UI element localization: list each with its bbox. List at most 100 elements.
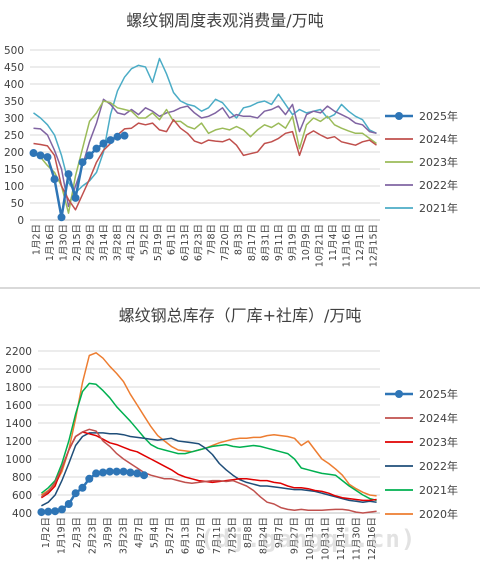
x-tick-label: 8月8日 xyxy=(243,517,254,548)
legend-label: 2025年 xyxy=(419,109,458,123)
x-tick-label: 5月2日 xyxy=(139,224,150,255)
data-point xyxy=(57,213,66,222)
x-tick-label: 9月11日 xyxy=(274,224,285,261)
x-tick-label: 4月12日 xyxy=(126,224,137,261)
data-point xyxy=(92,469,101,478)
x-tick-label: 8月31日 xyxy=(261,224,272,261)
data-point xyxy=(99,139,108,148)
y-tick-label: 1600 xyxy=(5,400,32,412)
x-tick-label: 2月23日 xyxy=(87,517,98,554)
legend-label: 2021年 xyxy=(419,201,458,215)
x-tick-label: 3月23日 xyxy=(119,517,130,554)
y-tick-label: 2000 xyxy=(5,364,32,376)
data-point xyxy=(126,468,135,477)
x-tick-label: 1月30日 xyxy=(59,224,70,261)
y-tick-label: 2200 xyxy=(5,346,32,358)
x-tick-label: 7月11日 xyxy=(212,517,223,554)
data-point xyxy=(78,158,87,167)
x-tick-label: 12月16日 xyxy=(367,517,378,560)
data-point xyxy=(105,467,114,476)
x-tick-label: 1月2日 xyxy=(41,517,52,548)
legend-label: 2023年 xyxy=(419,155,458,169)
x-tick-label: 9月7日 xyxy=(274,517,285,548)
x-tick-label: 3月14日 xyxy=(99,224,110,261)
y-tick-label: 50 xyxy=(11,198,24,210)
legend-label: 2024年 xyxy=(419,411,458,425)
x-tick-label: 12月15日 xyxy=(368,224,379,267)
panel-divider xyxy=(0,287,480,289)
x-tick-label: 6月23日 xyxy=(193,224,204,261)
x-tick-label: 11月30日 xyxy=(352,517,363,560)
x-tick-label: 10月21日 xyxy=(314,224,325,267)
series-line xyxy=(40,431,377,502)
legend-label: 2022年 xyxy=(419,178,458,192)
x-tick-label: 6月13日 xyxy=(181,517,192,554)
data-point xyxy=(112,467,121,476)
y-tick-label: 350 xyxy=(4,96,24,108)
y-tick-label: 1400 xyxy=(5,418,32,430)
x-tick-label: 7月20日 xyxy=(220,224,231,261)
legend-label: 2023年 xyxy=(419,435,458,449)
y-tick-label: 150 xyxy=(4,164,24,176)
legend-label: 2025年 xyxy=(419,387,458,401)
data-point xyxy=(140,471,149,480)
data-point xyxy=(37,508,46,517)
x-tick-label: 10月13日 xyxy=(305,517,316,560)
y-tick-label: 300 xyxy=(4,113,24,125)
data-point xyxy=(29,149,38,158)
x-tick-label: 8月17日 xyxy=(247,224,258,261)
series-line xyxy=(33,118,377,211)
series-line xyxy=(33,134,125,219)
x-tick-label: 3月9日 xyxy=(103,517,114,548)
x-tick-label: 5月27日 xyxy=(165,517,176,554)
x-tick-label: 12月1日 xyxy=(355,224,366,261)
data-point xyxy=(113,132,122,141)
data-point xyxy=(133,469,142,478)
y-tick-label: 1800 xyxy=(5,382,32,394)
chart-body: 螺纹钢总库存（厂库+社库）/万吨 400 600 800 1000 1200 1400 160… xyxy=(5,306,458,560)
y-tick-label: 0 xyxy=(17,215,24,227)
legend-label: 2024年 xyxy=(419,132,458,146)
x-tick-label: 5月4日 xyxy=(150,517,161,548)
x-tick-label: 9月27日 xyxy=(290,517,301,554)
x-tick-label: 11月4日 xyxy=(328,224,339,261)
y-tick-label: 400 xyxy=(12,508,32,520)
x-tick-label: 6月27日 xyxy=(196,517,207,554)
data-point xyxy=(119,467,128,476)
x-tick-label: 10月9日 xyxy=(301,224,312,261)
legend-label: 2021年 xyxy=(419,483,458,497)
series-line xyxy=(33,100,377,214)
y-tick-label: 600 xyxy=(12,490,32,502)
y-tick-label: 450 xyxy=(4,62,24,74)
data-point xyxy=(44,507,53,516)
data-point xyxy=(92,144,101,153)
inventory-chart: 螺纹钢总库存（厂库+社库）/万吨 400 600 800 1000 1200 1400 160… xyxy=(5,306,458,560)
data-point xyxy=(64,500,73,508)
x-tick-label: 8月24日 xyxy=(258,517,269,554)
data-point xyxy=(43,153,52,162)
x-tick-label: 2月29日 xyxy=(86,224,97,261)
legend-label: 2022年 xyxy=(419,459,458,473)
y-tick-label: 1000 xyxy=(5,454,32,466)
y-tick-label: 200 xyxy=(4,147,24,159)
x-tick-label: 2月3日 xyxy=(72,517,83,548)
consumption-chart: 螺纹钢周度表观消费量/万吨 0 50 100 150 200 250 300 350 400 450… xyxy=(4,11,458,267)
x-tick-label: 7月25日 xyxy=(227,517,238,554)
x-tick-label: 7月8日 xyxy=(207,224,218,255)
series-line xyxy=(33,57,377,194)
chart-panel-consumption: 螺纹钢周度表观消费量/万吨 0 50 100 150 200 250 300 350 400 450… xyxy=(0,0,480,288)
x-tick-label: 4月7日 xyxy=(134,517,145,548)
data-point xyxy=(106,136,115,145)
legend-marker xyxy=(395,112,403,120)
y-tick-label: 800 xyxy=(12,472,32,484)
x-tick-label: 6月1日 xyxy=(166,224,177,255)
x-tick-label: 11月14日 xyxy=(336,517,347,560)
chart-panel-inventory: 螺纹钢总库存（厂库+社库）/万吨 400 600 800 1000 1200 1400 160… xyxy=(0,289,480,577)
data-point xyxy=(64,170,73,179)
x-tick-label: 1月16日 xyxy=(45,224,56,261)
data-point xyxy=(98,468,107,477)
data-point xyxy=(57,505,66,514)
data-point xyxy=(78,483,87,492)
y-tick-label: 100 xyxy=(4,181,24,193)
x-tick-label: 5月19日 xyxy=(153,224,164,261)
